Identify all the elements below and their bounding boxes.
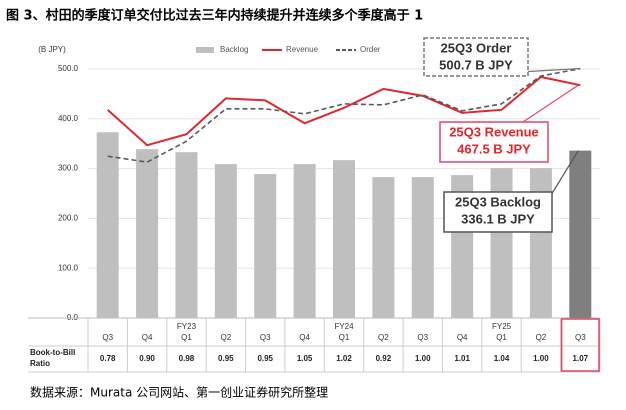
ratio-value: 1.00 (533, 354, 549, 363)
legend-label: Revenue (286, 45, 319, 54)
bar (490, 168, 513, 318)
annotation-text: 336.1 B JPY (461, 211, 535, 226)
source-note: 数据来源：Murata 公司网站、第一创业证券研究所整理 (30, 385, 328, 400)
annotation-arrow (547, 150, 579, 201)
x-tick-label: Q2 (536, 333, 547, 342)
bar (529, 168, 552, 318)
legend-label: Order (360, 45, 381, 54)
highlight-box (560, 318, 600, 372)
bar (254, 174, 277, 318)
bar (372, 177, 395, 318)
x-tick-year: FY24 (334, 322, 354, 331)
x-tick-label: Q2 (378, 333, 389, 342)
x-tick-label: Q1 (496, 333, 507, 342)
legend-label: Backlog (220, 45, 248, 54)
x-tick-label: Q4 (299, 333, 310, 342)
x-tick-label: Q3 (260, 333, 271, 342)
bar (136, 149, 159, 318)
annotation-text: 25Q3 Order (441, 40, 512, 55)
annotation-text: 467.5 B JPY (457, 141, 531, 156)
line-series (107, 67, 581, 163)
annotation-box (443, 191, 553, 233)
ratio-value: 1.01 (454, 354, 470, 363)
y-tick-label: 300.0 (58, 164, 79, 173)
ratio-value: 0.98 (179, 354, 195, 363)
x-tick-label: Q3 (102, 333, 113, 342)
x-tick-label: Q2 (221, 333, 232, 342)
y-tick-label: 100.0 (58, 263, 79, 272)
ratio-value: 1.02 (336, 354, 352, 363)
bar (175, 152, 198, 318)
x-tick-label: Q1 (339, 333, 350, 342)
x-tick-year: FY25 (492, 322, 512, 331)
annotation-arrow (519, 84, 579, 125)
annotation-text: 25Q3 Backlog (455, 194, 541, 209)
ratio-value: 1.00 (415, 354, 431, 363)
x-tick-label: Q1 (181, 333, 192, 342)
y-tick-label: 400.0 (58, 114, 79, 123)
x-tick-label: Q4 (457, 333, 468, 342)
chart-title: 图 3、村田的季度订单交付比过去三年内持续提升并连续多个季度高于 1 (6, 8, 423, 24)
ratio-value: 0.95 (218, 354, 234, 363)
y-tick-label: 500.0 (58, 64, 79, 73)
legend-swatch (196, 47, 214, 53)
bar (293, 164, 316, 318)
ratio-value: 1.04 (494, 354, 510, 363)
x-tick-label: Q4 (142, 333, 153, 342)
bar (411, 177, 434, 318)
ratio-value: 0.92 (376, 354, 392, 363)
x-tick-label: Q3 (575, 333, 586, 342)
x-tick-label: Q3 (417, 333, 428, 342)
annotation-arrow (519, 68, 579, 73)
row-label: Book-to-Bill Ratio (30, 348, 75, 368)
line-series (107, 75, 581, 147)
annotation-text: 25Q3 Revenue (449, 124, 539, 139)
y-tick-label: 200.0 (58, 214, 79, 223)
ratio-value: 1.07 (573, 354, 589, 363)
ratio-value: 1.05 (297, 354, 313, 363)
ratio-value: 0.90 (139, 354, 155, 363)
annotation-box (439, 121, 549, 163)
bar (333, 160, 355, 318)
bar (96, 132, 119, 318)
bar (214, 164, 237, 318)
ratio-value: 0.78 (100, 354, 116, 363)
annotation-box (423, 37, 529, 77)
y-axis-unit: (B JPY) (38, 45, 66, 54)
bar (569, 150, 592, 318)
ratio-value: 0.95 (257, 354, 273, 363)
x-tick-year: FY23 (177, 322, 197, 331)
annotation-text: 500.7 B JPY (439, 57, 513, 72)
